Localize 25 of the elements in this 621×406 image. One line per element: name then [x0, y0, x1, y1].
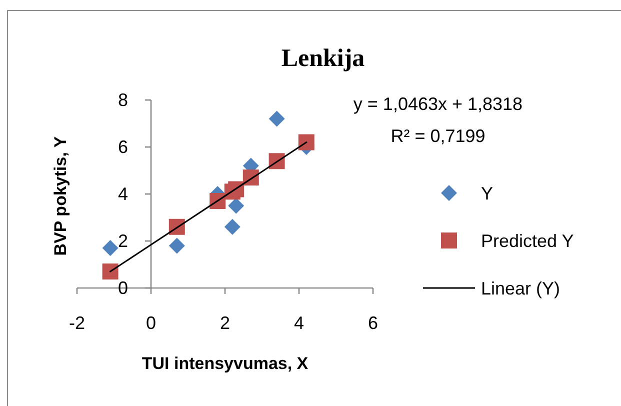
- x-tick-label: 2: [220, 312, 230, 333]
- point: [228, 198, 244, 214]
- y-tick-label: 4: [118, 184, 128, 204]
- point: [102, 240, 118, 256]
- legend-label: Linear (Y): [481, 278, 560, 298]
- chart-title: Lenkija: [281, 45, 366, 72]
- point: [298, 134, 314, 150]
- y-tick-label: 0: [118, 278, 128, 298]
- x-tick-label: 4: [294, 312, 304, 333]
- y-tick-label: 6: [118, 136, 128, 157]
- annotation: y = 1,0463x + 1,8318: [353, 94, 523, 114]
- legend-label: Predicted Y: [481, 231, 574, 251]
- point: [268, 110, 285, 127]
- point: [168, 238, 185, 254]
- point: [102, 264, 118, 280]
- x-tick-label: 6: [368, 312, 378, 333]
- y-tick-label: 8: [118, 90, 128, 110]
- legend-label: Y: [481, 184, 494, 204]
- x-axis-title: TUI intensyvumas, X: [142, 354, 309, 373]
- text: R² = 0,7199: [390, 126, 486, 146]
- x-tick-label: 0: [146, 312, 156, 333]
- point: [224, 218, 240, 235]
- x-tick-label: -2: [68, 312, 86, 333]
- y-tick-label: 2: [118, 230, 128, 251]
- y-axis-title: BVP pokytis, Y: [51, 136, 70, 256]
